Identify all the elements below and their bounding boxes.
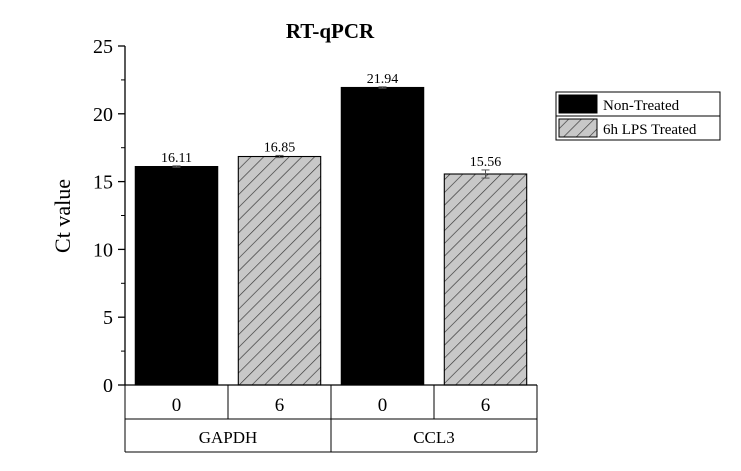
x-category-label: 0	[172, 395, 182, 416]
y-tick-label: 20	[93, 104, 113, 126]
y-tick-label: 0	[103, 375, 113, 397]
x-axis-category-table: 0 6 0 6 GAPDH CCL3	[124, 384, 538, 453]
legend-swatch	[558, 94, 598, 114]
bar	[134, 165, 219, 386]
y-axis: 0 5 10 15 20 25	[93, 36, 126, 397]
y-tick-label: 15	[93, 172, 113, 194]
data-label: 16.11	[161, 151, 192, 166]
bar	[443, 173, 528, 386]
chart-title: RT-qPCR	[286, 19, 375, 43]
bar	[340, 86, 425, 386]
x-category-label: 6	[275, 395, 285, 416]
y-tick-label: 10	[93, 239, 113, 261]
x-group-label: GAPDH	[199, 428, 258, 447]
legend-label: Non-Treated	[603, 98, 680, 114]
bar	[237, 155, 322, 386]
x-category-label: 0	[378, 395, 388, 416]
bars: 16.11 16.85 21.94 15.56	[134, 72, 528, 386]
x-category-label: 6	[481, 395, 491, 416]
data-label: 21.94	[367, 72, 399, 87]
legend: Non-Treated 6h LPS Treated	[555, 91, 721, 141]
y-tick-label: 25	[93, 36, 113, 58]
data-label: 16.85	[264, 140, 296, 155]
legend-label: 6h LPS Treated	[603, 122, 697, 138]
x-group-label: CCL3	[413, 428, 455, 447]
legend-swatch	[558, 118, 598, 138]
data-label: 15.56	[470, 155, 502, 170]
y-tick-label: 5	[103, 307, 113, 329]
y-axis-label: Ct value	[50, 179, 75, 253]
